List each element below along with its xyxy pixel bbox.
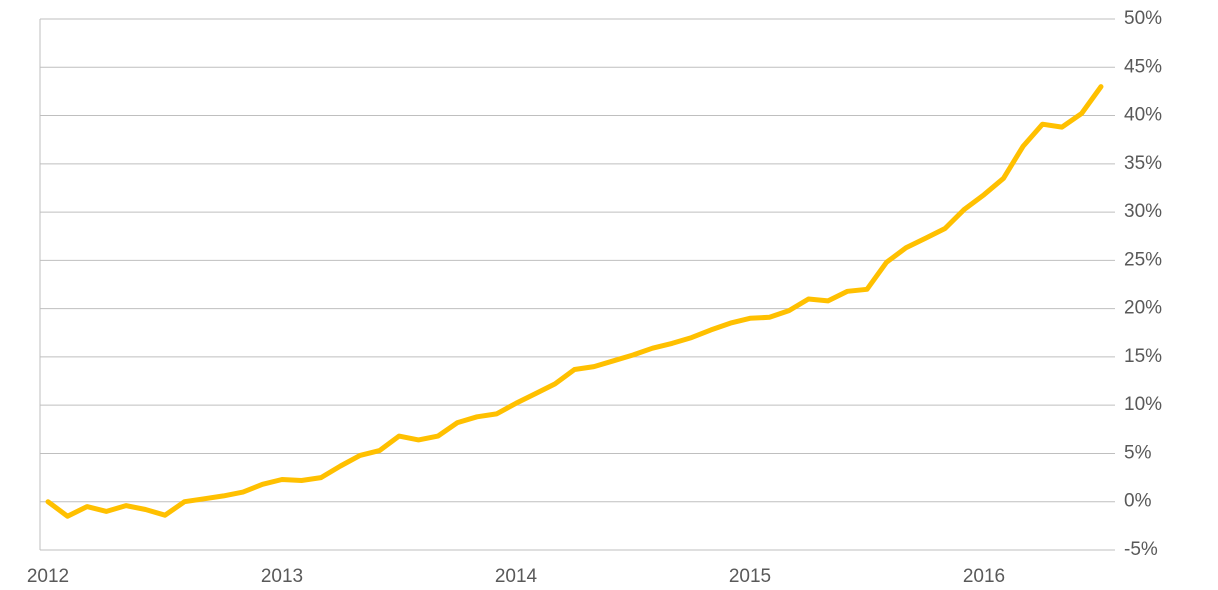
- y-tick-label: 40%: [1124, 105, 1162, 126]
- x-tick-label: 2016: [963, 566, 1005, 587]
- y-tick-label: 15%: [1124, 346, 1162, 367]
- y-tick-label: 0%: [1124, 491, 1152, 512]
- x-tick-label: 2012: [27, 566, 69, 587]
- y-tick-label: 5%: [1124, 442, 1152, 463]
- y-tick-label: 10%: [1124, 394, 1162, 415]
- y-tick-label: -5%: [1124, 539, 1158, 560]
- data-line: [45, 84, 1104, 519]
- y-tick-label: 45%: [1124, 56, 1162, 77]
- y-tick-label: 30%: [1124, 201, 1162, 222]
- y-tick-label: 50%: [1124, 8, 1162, 29]
- x-tick-label: 2015: [729, 566, 771, 587]
- y-tick-label: 20%: [1124, 298, 1162, 319]
- x-tick-label: 2014: [495, 566, 538, 587]
- y-tick-label: 25%: [1124, 249, 1162, 270]
- x-tick-label: 2013: [261, 566, 303, 587]
- y-tick-label: 35%: [1124, 153, 1162, 174]
